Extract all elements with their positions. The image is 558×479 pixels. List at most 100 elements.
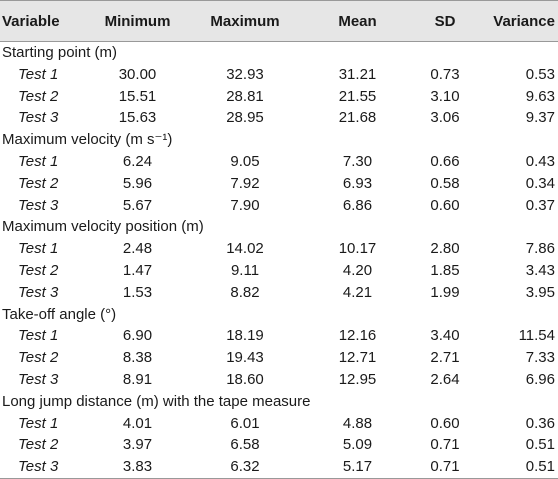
- data-row: Test 3 1.53 8.82 4.21 1.99 3.95: [0, 282, 558, 304]
- value-cell: 9.37: [525, 109, 555, 127]
- value-cell: 6.01: [230, 414, 260, 432]
- test-label: Test 2: [18, 436, 59, 454]
- data-row: Test 1 6.24 9.05 7.30 0.66 0.43: [0, 151, 558, 173]
- value-cell: 7.33: [525, 349, 555, 367]
- data-row: Test 3 3.83 6.32 5.17 0.71 0.51: [0, 456, 558, 479]
- data-row: Test 2 8.38 19.43 12.71 2.71 7.33: [0, 347, 558, 369]
- value-cell: 5.17: [305, 456, 410, 479]
- value-cell: 8.82: [230, 283, 260, 301]
- value-cell: 9.05: [230, 152, 260, 170]
- group-label: Take-off angle (°): [2, 305, 117, 323]
- value-cell: 4.21: [342, 283, 373, 301]
- group-row: Long jump distance (m) with the tape mea…: [0, 391, 558, 413]
- group-row: Take-off angle (°): [0, 304, 558, 326]
- value-cell: 0.58: [430, 174, 460, 192]
- value-cell: 3.40: [430, 327, 460, 345]
- group-label: Maximum velocity (m s⁻¹): [2, 131, 173, 149]
- value-cell: 6.90: [122, 327, 153, 345]
- value-cell: 32.93: [226, 65, 264, 83]
- header-cell: Variable: [0, 0, 90, 42]
- test-label: Test 1: [18, 152, 59, 170]
- data-row: Test 1 4.01 6.01 4.88 0.60 0.36: [0, 413, 558, 435]
- data-row: Test 1 6.90 18.19 12.16 3.40 11.54: [0, 325, 558, 347]
- value-cell: 7.30: [342, 152, 373, 170]
- value-cell: 2.64: [430, 370, 460, 388]
- value-cell: 5.09: [342, 436, 373, 454]
- value-cell: 7.92: [230, 174, 260, 192]
- value-cell: 18.60: [226, 370, 264, 388]
- value-cell: 3.10: [430, 87, 460, 105]
- value-cell: 12.71: [338, 349, 377, 367]
- value-cell: 7.86: [525, 240, 555, 258]
- test-label: Test 2: [18, 349, 59, 367]
- test-label: Test 1: [18, 327, 59, 345]
- value-cell: 0.73: [430, 65, 460, 83]
- data-row: Test 1 2.48 14.02 10.17 2.80 7.86: [0, 238, 558, 260]
- header-cell: Mean: [305, 0, 410, 42]
- value-cell: 12.95: [338, 370, 377, 388]
- value-cell: 6.93: [342, 174, 373, 192]
- value-cell: 0.60: [430, 414, 460, 432]
- value-cell: 4.88: [342, 414, 373, 432]
- test-label: Test 3: [18, 109, 59, 127]
- value-cell: 0.36: [525, 414, 555, 432]
- value-cell: 30.00: [118, 65, 157, 83]
- value-cell: 18.19: [226, 327, 264, 345]
- value-cell: 0.60: [430, 196, 460, 214]
- value-cell: 4.01: [122, 414, 153, 432]
- value-cell: 15.51: [118, 87, 157, 105]
- value-cell: 3.83: [90, 456, 185, 479]
- value-cell: 0.51: [525, 436, 555, 454]
- test-label: Test 1: [18, 240, 59, 258]
- header-row: Variable Minimum Maximum Mean SD Variance: [0, 0, 558, 42]
- value-cell: 6.24: [122, 152, 153, 170]
- value-cell: 19.43: [226, 349, 264, 367]
- test-label: Test 3: [18, 196, 59, 214]
- value-cell: 1.47: [122, 261, 153, 279]
- value-cell: 8.91: [122, 370, 153, 388]
- header-cell: Maximum: [185, 0, 305, 42]
- value-cell: 7.90: [230, 196, 260, 214]
- value-cell: 0.71: [410, 456, 480, 479]
- test-label: Test 3: [18, 283, 59, 301]
- value-cell: 6.58: [230, 436, 260, 454]
- test-label: Test 1: [18, 65, 59, 83]
- data-row: Test 2 3.97 6.58 5.09 0.71 0.51: [0, 434, 558, 456]
- test-label: Test 2: [18, 261, 59, 279]
- group-label: Long jump distance (m) with the tape mea…: [2, 392, 311, 410]
- value-cell: 3.97: [122, 436, 153, 454]
- header-cell: Minimum: [90, 0, 185, 42]
- value-cell: 6.86: [342, 196, 373, 214]
- table-header: Variable Minimum Maximum Mean SD Variance: [0, 0, 558, 42]
- value-cell: 2.71: [430, 349, 460, 367]
- data-row: Test 1 30.00 32.93 31.21 0.73 0.53: [0, 64, 558, 86]
- value-cell: 1.53: [122, 283, 153, 301]
- data-row: Test 2 5.96 7.92 6.93 0.58 0.34: [0, 173, 558, 195]
- value-cell: 15.63: [118, 109, 157, 127]
- value-cell: 3.43: [525, 261, 555, 279]
- group-row: Starting point (m): [0, 42, 558, 64]
- value-cell: 10.17: [338, 240, 377, 258]
- value-cell: 1.85: [430, 261, 460, 279]
- value-cell: 11.54: [518, 327, 555, 345]
- group-row: Maximum velocity (m s⁻¹): [0, 129, 558, 151]
- data-row: Test 3 15.63 28.95 21.68 3.06 9.37: [0, 107, 558, 129]
- value-cell: 21.68: [338, 109, 377, 127]
- data-row: Test 3 8.91 18.60 12.95 2.64 6.96: [0, 369, 558, 391]
- value-cell: 0.51: [480, 456, 558, 479]
- test-label: Test 2: [18, 174, 59, 192]
- value-cell: 31.21: [338, 65, 377, 83]
- data-row: Test 2 1.47 9.11 4.20 1.85 3.43: [0, 260, 558, 282]
- value-cell: 0.37: [525, 196, 555, 214]
- value-cell: 3.06: [430, 109, 460, 127]
- group-row: Maximum velocity position (m): [0, 216, 558, 238]
- value-cell: 8.38: [122, 349, 153, 367]
- value-cell: 0.71: [430, 436, 460, 454]
- value-cell: 1.99: [430, 283, 460, 301]
- value-cell: 0.34: [525, 174, 555, 192]
- group-label: Starting point (m): [2, 44, 118, 61]
- value-cell: 28.95: [226, 109, 264, 127]
- value-cell: 6.32: [185, 456, 305, 479]
